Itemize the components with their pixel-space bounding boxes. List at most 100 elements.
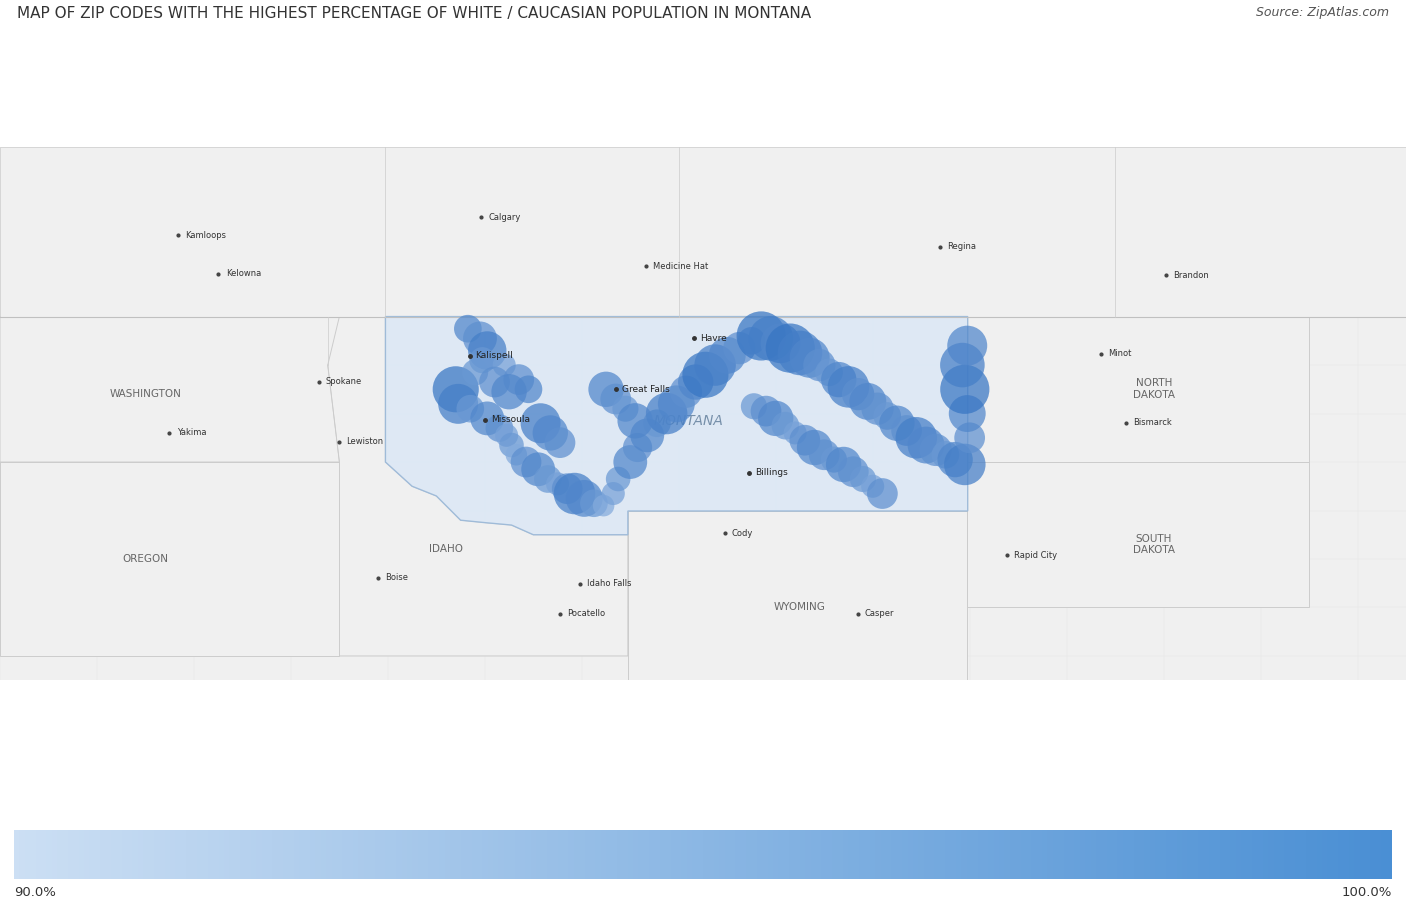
Point: [605, 392, 627, 406]
Point: [740, 334, 762, 348]
Point: [538, 426, 561, 441]
Point: [636, 428, 658, 442]
Point: [477, 343, 499, 358]
Text: OREGON: OREGON: [122, 554, 169, 564]
Point: [484, 375, 506, 389]
Point: [695, 368, 717, 382]
Point: [832, 458, 855, 472]
Text: Lewiston: Lewiston: [346, 437, 382, 446]
Polygon shape: [0, 316, 339, 462]
Text: WASHINGTON: WASHINGTON: [110, 389, 181, 399]
Point: [468, 331, 491, 345]
Point: [626, 441, 648, 455]
Text: Great Falls: Great Falls: [621, 385, 669, 394]
Text: 90.0%: 90.0%: [14, 886, 56, 898]
Point: [886, 416, 908, 431]
Point: [665, 396, 688, 411]
Point: [624, 414, 647, 428]
Point: [477, 411, 499, 425]
Point: [529, 416, 551, 431]
Point: [501, 438, 523, 452]
Point: [508, 372, 530, 387]
Point: [779, 341, 801, 355]
Text: Pocatello: Pocatello: [568, 610, 606, 619]
Text: 100.0%: 100.0%: [1341, 886, 1392, 898]
Point: [934, 448, 956, 462]
Point: [943, 452, 966, 467]
Point: [803, 441, 825, 455]
Point: [655, 406, 678, 421]
Polygon shape: [967, 462, 1309, 608]
Text: Brandon: Brandon: [1173, 271, 1209, 280]
Point: [742, 399, 765, 414]
Point: [574, 491, 596, 505]
Point: [759, 331, 782, 345]
Point: [471, 353, 494, 368]
Text: MONTANA: MONTANA: [654, 414, 724, 428]
Point: [547, 476, 569, 491]
Point: [842, 465, 865, 479]
Point: [505, 448, 527, 462]
Text: SOUTH
DAKOTA: SOUTH DAKOTA: [1133, 534, 1175, 556]
Point: [728, 341, 751, 355]
Point: [457, 322, 479, 336]
Text: NORTH
DAKOTA: NORTH DAKOTA: [1133, 378, 1175, 400]
Polygon shape: [628, 511, 967, 705]
Text: Billings: Billings: [755, 468, 787, 477]
Point: [595, 382, 617, 396]
Text: Yakima: Yakima: [177, 428, 207, 437]
Point: [464, 365, 486, 379]
Text: Kamloops: Kamloops: [186, 231, 226, 240]
Point: [592, 498, 614, 512]
Point: [602, 486, 624, 501]
Point: [488, 421, 510, 435]
Text: Minot: Minot: [1108, 350, 1132, 359]
Point: [675, 385, 697, 399]
Text: Boise: Boise: [385, 574, 408, 583]
Point: [444, 382, 467, 396]
Point: [925, 442, 948, 457]
Point: [548, 435, 571, 450]
Point: [846, 387, 869, 401]
Point: [765, 411, 787, 425]
Point: [793, 433, 815, 448]
Point: [852, 472, 875, 486]
Text: IDAHO: IDAHO: [429, 544, 463, 555]
Point: [915, 438, 938, 452]
Point: [856, 395, 879, 409]
Point: [866, 402, 889, 416]
Point: [447, 396, 470, 411]
Text: Source: ZipAtlas.com: Source: ZipAtlas.com: [1256, 6, 1389, 19]
Point: [619, 455, 641, 469]
Point: [905, 431, 928, 445]
Point: [515, 455, 537, 469]
Point: [813, 448, 835, 462]
Point: [837, 379, 859, 394]
Point: [862, 479, 884, 494]
Polygon shape: [967, 316, 1309, 462]
Point: [823, 452, 845, 467]
Point: [495, 428, 517, 442]
Point: [896, 423, 918, 438]
Text: Bismarck: Bismarck: [1133, 418, 1171, 427]
Point: [685, 375, 707, 389]
Point: [716, 348, 738, 362]
Point: [527, 462, 550, 476]
Point: [704, 358, 727, 372]
Point: [818, 365, 841, 379]
Text: Medicine Hat: Medicine Hat: [654, 262, 709, 271]
Point: [950, 358, 973, 372]
Point: [564, 486, 586, 501]
Point: [769, 336, 792, 351]
Point: [956, 406, 979, 421]
Point: [785, 426, 807, 441]
Point: [498, 385, 520, 399]
Point: [645, 416, 668, 431]
Point: [749, 329, 772, 343]
Text: Regina: Regina: [948, 242, 976, 251]
Point: [953, 458, 976, 472]
Point: [582, 496, 605, 511]
Text: MAP OF ZIP CODES WITH THE HIGHEST PERCENTAGE OF WHITE / CAUCASIAN POPULATION IN : MAP OF ZIP CODES WITH THE HIGHEST PERCEN…: [17, 6, 811, 22]
Text: Rapid City: Rapid City: [1014, 550, 1057, 559]
Polygon shape: [0, 462, 339, 656]
